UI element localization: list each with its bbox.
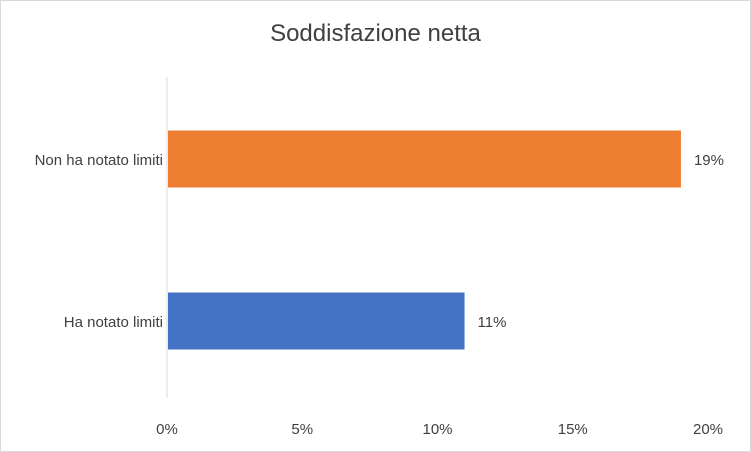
data-label-0: 19% [694, 152, 724, 169]
data-label-1: 11% [478, 314, 507, 331]
x-tick-label-1: 5% [291, 421, 313, 438]
x-tick-label-4: 20% [693, 421, 723, 438]
x-tick-label-0: 0% [156, 421, 178, 438]
plot-area: Non ha notato limiti 19% Ha notato limiti 1… [35, 77, 724, 438]
bar-1 [168, 292, 465, 350]
category-label-1: Ha notato limiti [64, 314, 163, 331]
chart-title: Soddisfazione netta [270, 20, 481, 47]
x-tick-label-2: 10% [422, 421, 452, 438]
category-label-0: Non ha notato limiti [35, 152, 163, 169]
x-tick-label-3: 15% [558, 421, 588, 438]
bar-0 [168, 130, 681, 188]
